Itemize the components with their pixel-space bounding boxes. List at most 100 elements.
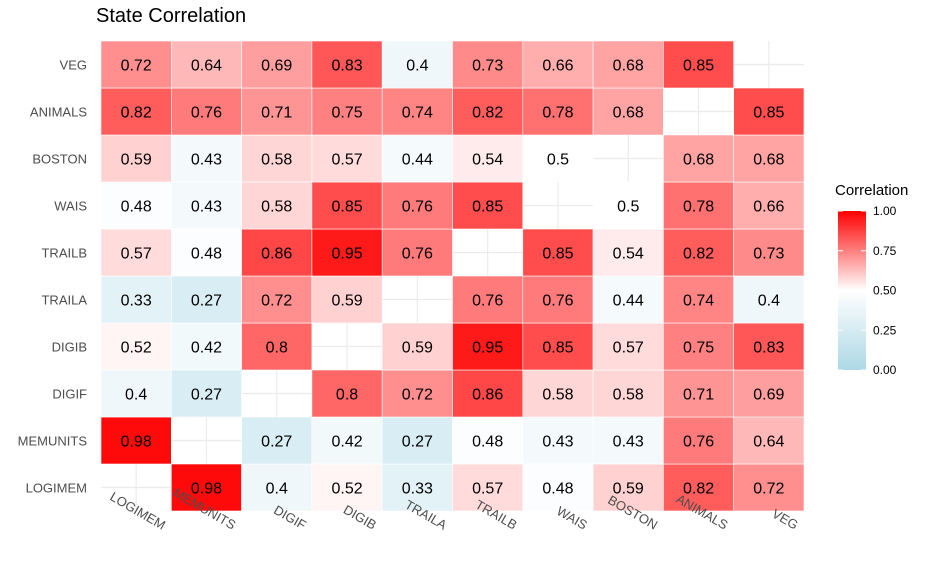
cell-value-label: 0.57 bbox=[472, 481, 503, 498]
cell-value-label: 0.85 bbox=[472, 199, 503, 216]
cell-value-label: 0.44 bbox=[613, 293, 644, 310]
cell-value-label: 0.69 bbox=[261, 58, 292, 75]
cell-value-label: 0.5 bbox=[547, 152, 569, 169]
heatmap-cell bbox=[733, 369, 805, 418]
cell-value-label: 0.74 bbox=[683, 293, 714, 310]
cell-value-label: 0.76 bbox=[542, 293, 573, 310]
cell-value-label: 0.52 bbox=[331, 481, 362, 498]
heatmap-cell bbox=[100, 134, 172, 183]
heatmap-cell bbox=[311, 181, 383, 230]
heatmap-cell bbox=[592, 369, 664, 418]
cell-value-label: 0.76 bbox=[472, 293, 503, 310]
heatmap-cell bbox=[311, 134, 383, 183]
heatmap-cell bbox=[171, 40, 242, 89]
cell-value-label: 0.68 bbox=[683, 152, 714, 169]
heatmap-cell bbox=[100, 369, 172, 418]
cell-value-label: 0.76 bbox=[402, 246, 433, 263]
legend-tick-label: 0.00 bbox=[873, 363, 897, 377]
cell-value-label: 0.86 bbox=[261, 246, 292, 263]
heatmap-cell bbox=[381, 228, 453, 277]
legend-tick-label: 0.75 bbox=[873, 244, 897, 258]
heatmap-cell bbox=[171, 181, 242, 230]
cell-value-label: 0.4 bbox=[266, 481, 288, 498]
heatmap-cell bbox=[663, 369, 735, 418]
cell-value-label: 0.57 bbox=[613, 340, 644, 357]
color-legend: Correlation 1.00 0.75 0.50 0.25 0.00 bbox=[835, 182, 908, 377]
cell-value-label: 0.27 bbox=[261, 434, 292, 451]
heatmap-cell bbox=[241, 416, 313, 465]
cell-value-label: 0.58 bbox=[261, 152, 292, 169]
heatmap-cell bbox=[522, 275, 594, 324]
heatmap-cell bbox=[663, 228, 735, 277]
cell-value-label: 0.68 bbox=[753, 152, 784, 169]
heatmap-cell bbox=[241, 181, 313, 230]
heatmap-cell bbox=[171, 134, 242, 183]
heatmap-cell bbox=[452, 416, 524, 465]
heatmap-cell bbox=[452, 322, 524, 371]
y-tick-label: TRAILA bbox=[41, 293, 87, 308]
cell-value-label: 0.83 bbox=[331, 58, 362, 75]
cell-value-label: 0.95 bbox=[472, 340, 503, 357]
heatmap-cell bbox=[592, 87, 664, 136]
cell-value-label: 0.43 bbox=[191, 199, 222, 216]
cell-value-label: 0.48 bbox=[472, 434, 503, 451]
heatmap-cell bbox=[663, 134, 735, 183]
cell-value-label: 0.64 bbox=[753, 434, 784, 451]
y-tick-label: ANIMALS bbox=[30, 105, 87, 120]
cell-value-label: 0.71 bbox=[683, 387, 714, 404]
cell-value-label: 0.27 bbox=[402, 434, 433, 451]
heatmap-cell bbox=[592, 322, 664, 371]
cell-value-label: 0.85 bbox=[753, 105, 784, 122]
heatmap-cell bbox=[381, 181, 453, 230]
heatmap-cell bbox=[733, 463, 805, 512]
heatmap-cell bbox=[100, 181, 172, 230]
heatmap-cell bbox=[452, 275, 524, 324]
heatmap-cell bbox=[381, 134, 453, 183]
cell-value-label: 0.82 bbox=[121, 105, 152, 122]
cell-value-label: 0.59 bbox=[402, 340, 433, 357]
heatmap-cell bbox=[663, 275, 735, 324]
heatmap-cell bbox=[311, 228, 383, 277]
cell-value-label: 0.48 bbox=[191, 246, 222, 263]
heatmap-cell bbox=[522, 322, 594, 371]
heatmap-cell bbox=[171, 369, 242, 418]
heatmap-cell bbox=[171, 275, 242, 324]
cell-value-label: 0.72 bbox=[753, 481, 784, 498]
cell-value-label: 0.76 bbox=[402, 199, 433, 216]
cell-value-label: 0.48 bbox=[542, 481, 573, 498]
y-tick-label: TRAILB bbox=[41, 246, 87, 261]
heatmap-cell bbox=[100, 228, 172, 277]
y-tick-label: DIGIF bbox=[52, 387, 87, 402]
cell-value-label: 0.8 bbox=[266, 340, 288, 357]
cell-value-label: 0.5 bbox=[617, 199, 639, 216]
legend-tick-label: 0.50 bbox=[873, 284, 897, 298]
cell-value-label: 0.86 bbox=[472, 387, 503, 404]
heatmap-cell bbox=[522, 87, 594, 136]
heatmap-cell bbox=[522, 416, 594, 465]
cell-value-label: 0.33 bbox=[402, 481, 433, 498]
heatmap-cell bbox=[592, 463, 664, 512]
cell-value-label: 0.59 bbox=[331, 293, 362, 310]
heatmap-cell bbox=[663, 40, 735, 89]
heatmap-cell bbox=[452, 463, 524, 512]
heatmap-cell bbox=[241, 134, 313, 183]
cell-value-label: 0.82 bbox=[683, 246, 714, 263]
cell-value-label: 0.83 bbox=[753, 340, 784, 357]
heatmap-cell bbox=[241, 322, 313, 371]
heatmap-cell bbox=[592, 416, 664, 465]
heatmap-cell bbox=[100, 40, 172, 89]
heatmap-cell bbox=[522, 228, 594, 277]
cell-value-label: 0.73 bbox=[472, 58, 503, 75]
legend-tick-label: 0.25 bbox=[873, 323, 897, 337]
cell-value-label: 0.27 bbox=[191, 387, 222, 404]
cell-value-label: 0.8 bbox=[336, 387, 358, 404]
heatmap-cell bbox=[311, 416, 383, 465]
cell-value-label: 0.4 bbox=[125, 387, 147, 404]
cell-value-label: 0.98 bbox=[191, 481, 222, 498]
cell-value-label: 0.58 bbox=[613, 387, 644, 404]
cell-value-label: 0.72 bbox=[261, 293, 292, 310]
cell-value-label: 0.78 bbox=[542, 105, 573, 122]
cell-value-label: 0.66 bbox=[542, 58, 573, 75]
heatmap-cell bbox=[522, 40, 594, 89]
